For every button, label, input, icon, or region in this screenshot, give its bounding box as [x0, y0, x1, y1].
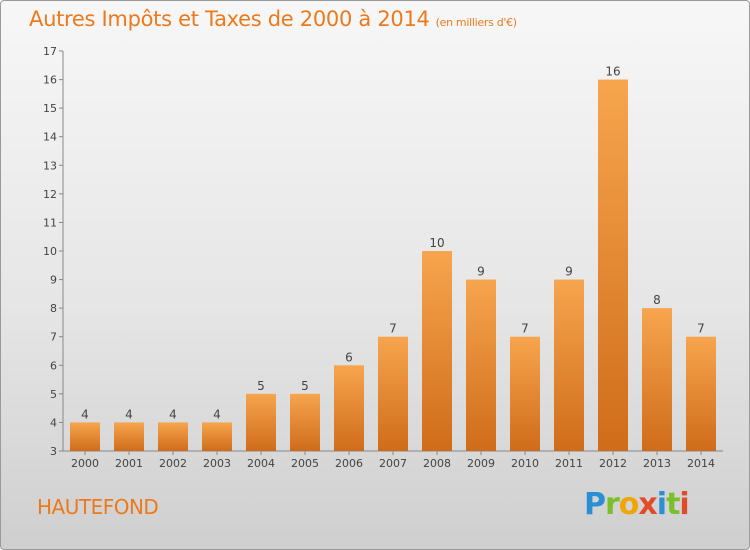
y-tick-label: 8 — [50, 302, 57, 315]
bar — [422, 251, 452, 451]
x-tick-label: 2013 — [643, 457, 671, 470]
chart-axes: 3 4 5 6 7 8 9 10 11 12 13 14 15 16 17 2000 2001 2002 2003 2… — [43, 45, 723, 470]
bar — [378, 336, 408, 451]
bar — [686, 336, 716, 451]
logo-letter: i — [679, 487, 689, 522]
data-label: 4 — [169, 407, 177, 421]
logo-letter: r — [605, 487, 620, 522]
bar — [202, 422, 232, 451]
y-tick-label: 14 — [43, 131, 57, 144]
chart-labels: 4 4 4 4 5 5 6 7 10 9 7 9 16 8 7 — [81, 65, 705, 422]
y-tick-label: 7 — [50, 331, 57, 344]
data-label: 9 — [565, 265, 573, 279]
data-label: 4 — [125, 407, 133, 421]
data-label: 16 — [605, 65, 620, 79]
y-tick-label: 17 — [43, 45, 57, 58]
y-tick-label: 4 — [50, 416, 57, 429]
chart-title-unit: (en milliers d'€) — [435, 16, 517, 29]
x-tick-label: 2007 — [379, 457, 407, 470]
logo-letter: t — [666, 487, 680, 522]
chart-title: Autres Impôts et Taxes de 2000 à 2014 (en… — [29, 7, 517, 31]
logo-letter: o — [618, 487, 640, 522]
y-tick-label: 3 — [50, 445, 57, 458]
data-label: 6 — [345, 350, 353, 364]
data-label: 5 — [301, 379, 309, 393]
y-tick-label: 9 — [50, 274, 57, 287]
data-label: 9 — [477, 265, 485, 279]
y-tick-label: 12 — [43, 188, 57, 201]
x-tick-label: 2008 — [423, 457, 451, 470]
data-label: 5 — [257, 379, 265, 393]
chart-bars — [70, 79, 716, 452]
bar — [334, 365, 364, 451]
bar — [70, 422, 100, 451]
logo-letter: i — [656, 487, 667, 522]
logo-letter: P — [584, 487, 606, 522]
bar — [290, 393, 320, 451]
bar — [598, 79, 628, 452]
bar — [158, 422, 188, 451]
location-name: HAUTEFOND — [37, 495, 159, 519]
x-tick-label: 2011 — [555, 457, 583, 470]
data-label: 8 — [653, 293, 661, 307]
y-tick-label: 5 — [50, 388, 57, 401]
y-tick-label: 10 — [43, 245, 57, 258]
bar — [642, 308, 672, 451]
x-tick-label: 2005 — [291, 457, 319, 470]
data-label: 7 — [697, 322, 705, 336]
data-label: 7 — [389, 322, 397, 336]
y-tick-label: 11 — [43, 216, 57, 229]
y-tick-label: 15 — [43, 102, 57, 115]
bar — [554, 279, 584, 451]
data-label: 7 — [521, 322, 529, 336]
bar — [114, 422, 144, 451]
bar — [510, 336, 540, 451]
x-tick-label: 2010 — [511, 457, 539, 470]
y-tick-label: 13 — [43, 159, 57, 172]
chart-title-text: Autres Impôts et Taxes de 2000 à 2014 — [29, 7, 430, 31]
x-tick-label: 2003 — [203, 457, 231, 470]
data-label: 10 — [429, 236, 444, 250]
data-label: 4 — [81, 407, 89, 421]
y-tick-label: 16 — [43, 74, 57, 87]
x-tick-label: 2009 — [467, 457, 495, 470]
x-tick-label: 2006 — [335, 457, 363, 470]
bar — [246, 393, 276, 451]
x-tick-label: 2001 — [115, 457, 143, 470]
x-tick-label: 2012 — [599, 457, 627, 470]
y-tick-label: 6 — [50, 359, 57, 372]
x-tick-label: 2000 — [71, 457, 99, 470]
bar — [466, 279, 496, 451]
data-label: 4 — [213, 407, 221, 421]
x-tick-label: 2004 — [247, 457, 275, 470]
proxiti-logo: Proxiti — [584, 487, 690, 522]
logo-letter: x — [638, 487, 657, 522]
x-tick-label: 2014 — [687, 457, 715, 470]
x-tick-label: 2002 — [159, 457, 187, 470]
